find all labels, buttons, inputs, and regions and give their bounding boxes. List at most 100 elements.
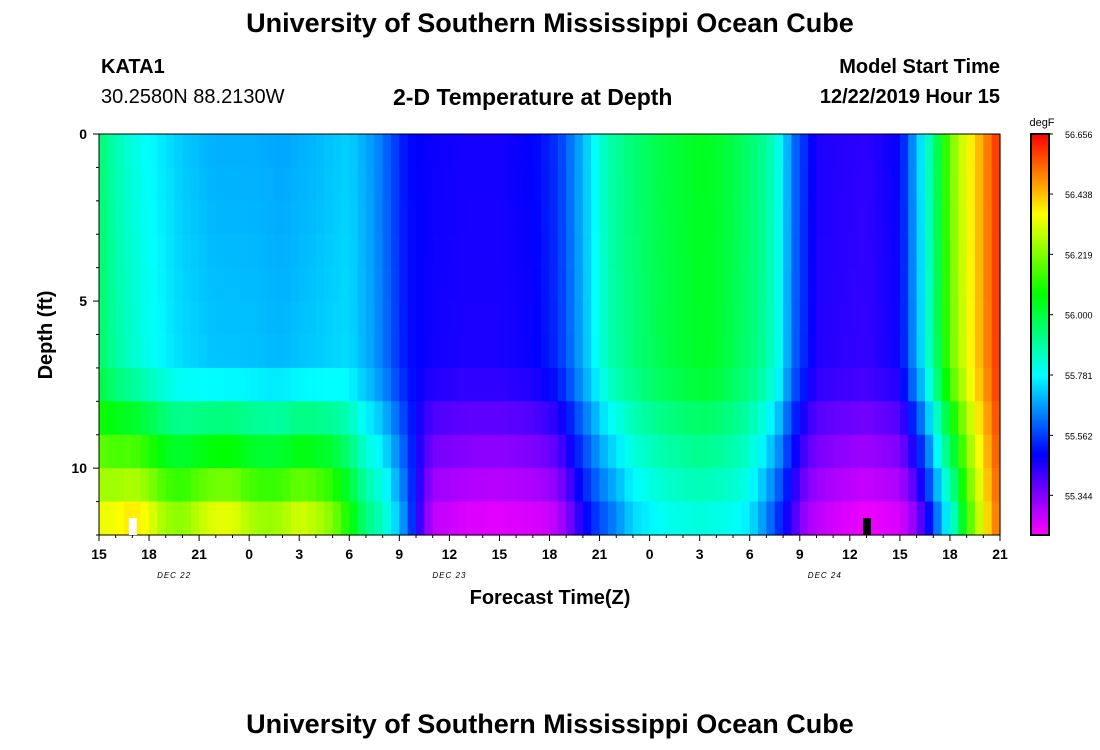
heatmap-cell: [432, 267, 442, 302]
heatmap-cell: [708, 401, 717, 436]
heatmap-cell: [733, 401, 742, 436]
heatmap-cell: [349, 401, 359, 436]
heatmap-cell: [733, 167, 742, 202]
heatmap-cell: [916, 301, 926, 336]
heatmap-cell: [816, 134, 826, 169]
heatmap-cell: [574, 200, 584, 235]
heatmap-cell: [632, 267, 642, 302]
heatmap-cell: [649, 401, 659, 436]
heatmap-cell: [816, 367, 826, 402]
heatmap-cell: [474, 167, 484, 202]
heatmap-cell: [899, 134, 909, 169]
heatmap-cell: [566, 468, 576, 503]
heatmap-cell: [390, 401, 400, 436]
x-tick-label: 18: [141, 546, 157, 562]
heatmap-cell: [115, 334, 125, 369]
heatmap-cell: [858, 468, 868, 503]
heatmap-cell: [382, 134, 392, 169]
heatmap-cell: [332, 301, 342, 336]
heatmap-cell: [407, 167, 417, 202]
heatmap-cell: [399, 200, 409, 235]
heatmap-cell: [174, 468, 184, 503]
heatmap-cell: [724, 301, 734, 336]
heatmap-cell: [566, 134, 576, 169]
heatmap-cell: [357, 401, 367, 436]
heatmap-cell: [941, 301, 951, 336]
heatmap-cell: [699, 334, 709, 369]
heatmap-cell: [958, 234, 968, 269]
heatmap-cell: [899, 501, 909, 536]
heatmap-cell: [365, 367, 375, 402]
heatmap-cell: [691, 200, 701, 235]
heatmap-cell: [741, 267, 751, 302]
heatmap-cell: [649, 234, 659, 269]
heatmap-cell: [916, 334, 926, 369]
heatmap-cell: [99, 434, 108, 469]
colorbar-unit: degF: [1029, 117, 1054, 129]
heatmap-cell: [299, 468, 309, 503]
heatmap-cell: [332, 134, 342, 169]
heatmap-cell: [958, 468, 968, 503]
heatmap-cell: [541, 434, 551, 469]
heatmap-cell: [299, 501, 309, 536]
heatmap-cell: [307, 501, 317, 536]
heatmap-cell: [507, 167, 517, 202]
heatmap-cell: [549, 501, 559, 536]
heatmap-cell: [232, 501, 242, 536]
heatmap-cell: [432, 301, 442, 336]
heatmap-cell: [265, 367, 275, 402]
heatmap-cell: [724, 501, 734, 536]
heatmap-cell: [190, 501, 200, 536]
heatmap-cell: [666, 267, 676, 302]
heatmap-cell: [349, 468, 359, 503]
heatmap-cell: [908, 200, 918, 235]
heatmap-cell: [666, 367, 676, 402]
heatmap-cell: [841, 134, 851, 169]
heatmap-cell: [808, 334, 818, 369]
heatmap-cell: [149, 334, 158, 369]
heatmap-cell: [774, 334, 784, 369]
heatmap-cell: [165, 134, 175, 169]
heatmap-cell: [482, 401, 492, 436]
station-coordinates: 30.2580N 88.2130W: [101, 86, 285, 108]
heatmap-cell: [541, 501, 551, 536]
heatmap-cell: [958, 200, 968, 235]
heatmap-cell: [916, 234, 926, 269]
heatmap-cell: [357, 301, 367, 336]
heatmap-cell: [307, 167, 317, 202]
heatmap-cell: [182, 367, 192, 402]
heatmap-cell: [908, 401, 918, 436]
heatmap-cell: [883, 234, 893, 269]
heatmap-cell: [966, 234, 976, 269]
heatmap-cell: [841, 468, 851, 503]
heatmap-cell: [199, 267, 209, 302]
heatmap-cell: [399, 134, 409, 169]
heatmap-cell: [474, 501, 484, 536]
heatmap-cell: [491, 468, 501, 503]
heatmap-cell: [315, 401, 325, 436]
heatmap-cell: [908, 267, 918, 302]
heatmap-cell: [657, 301, 667, 336]
heatmap-cell: [616, 367, 626, 402]
heatmap-cell: [599, 301, 609, 336]
heatmap-cell: [566, 167, 576, 202]
heatmap-cell: [315, 301, 325, 336]
heatmap-cell: [290, 301, 300, 336]
heatmap-cell: [257, 301, 267, 336]
heatmap-cell: [858, 434, 868, 469]
heatmap-cell: [708, 234, 717, 269]
heatmap-cell: [699, 468, 709, 503]
heatmap-cell: [232, 200, 242, 235]
heatmap-cell: [824, 200, 834, 235]
heatmap-cell: [132, 267, 142, 302]
heatmap-cell: [566, 200, 576, 235]
heatmap-cell: [874, 401, 884, 436]
heatmap-cell: [99, 367, 108, 402]
heatmap-cell: [549, 234, 559, 269]
heatmap-cell: [933, 468, 943, 503]
heatmap-cell: [140, 367, 150, 402]
heatmap-cell: [107, 334, 117, 369]
heatmap-cell: [457, 401, 467, 436]
heatmap-cell: [758, 401, 767, 436]
heatmap-cell: [624, 334, 634, 369]
